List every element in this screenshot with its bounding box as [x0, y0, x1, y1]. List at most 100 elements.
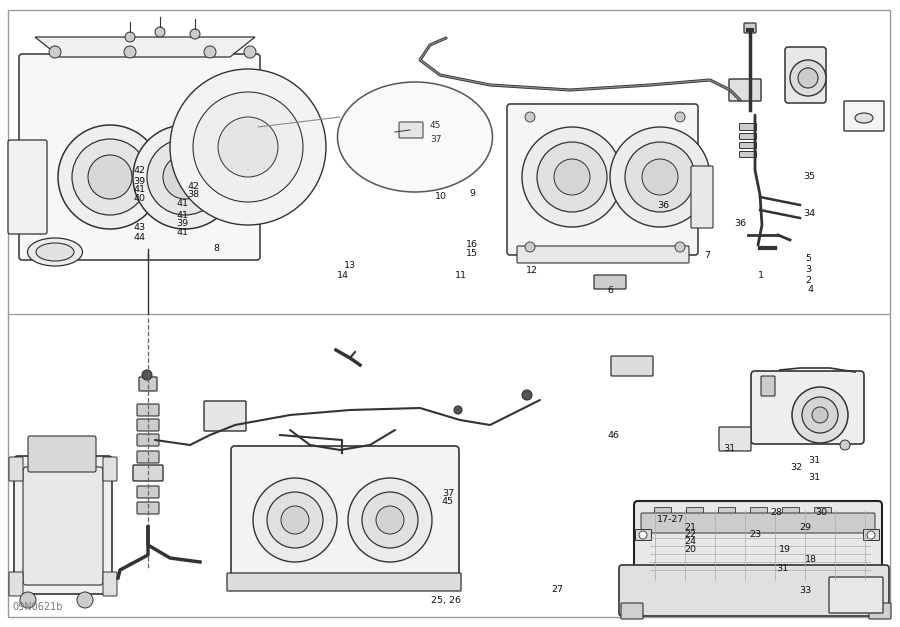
- Circle shape: [163, 155, 207, 199]
- FancyBboxPatch shape: [8, 140, 47, 234]
- FancyBboxPatch shape: [740, 142, 757, 149]
- FancyBboxPatch shape: [517, 246, 689, 263]
- FancyBboxPatch shape: [635, 529, 652, 540]
- Text: 39: 39: [176, 219, 188, 228]
- FancyBboxPatch shape: [869, 603, 891, 619]
- Text: 31: 31: [808, 473, 820, 482]
- Text: 41: 41: [176, 228, 188, 237]
- Text: 41: 41: [176, 199, 188, 208]
- Text: 19: 19: [779, 545, 791, 554]
- Text: 32: 32: [790, 463, 802, 472]
- FancyBboxPatch shape: [611, 356, 653, 376]
- Text: 15: 15: [466, 249, 478, 258]
- Text: 42: 42: [133, 166, 145, 175]
- Circle shape: [554, 159, 590, 195]
- Text: 41: 41: [133, 186, 145, 194]
- FancyBboxPatch shape: [641, 513, 875, 533]
- Text: 17-27: 17-27: [657, 515, 684, 524]
- Circle shape: [840, 440, 850, 450]
- Text: 16: 16: [466, 240, 478, 249]
- Text: 6: 6: [608, 286, 614, 295]
- FancyBboxPatch shape: [204, 401, 246, 431]
- Circle shape: [49, 46, 61, 58]
- FancyBboxPatch shape: [729, 79, 761, 101]
- Circle shape: [133, 125, 237, 229]
- Circle shape: [376, 506, 404, 534]
- FancyBboxPatch shape: [740, 152, 757, 157]
- Circle shape: [244, 46, 256, 58]
- Circle shape: [790, 60, 826, 96]
- FancyBboxPatch shape: [719, 427, 751, 451]
- FancyBboxPatch shape: [19, 54, 260, 260]
- Circle shape: [348, 478, 432, 562]
- FancyBboxPatch shape: [399, 122, 423, 138]
- FancyBboxPatch shape: [761, 376, 775, 396]
- Circle shape: [124, 46, 136, 58]
- Circle shape: [537, 142, 607, 212]
- FancyBboxPatch shape: [751, 371, 864, 444]
- Text: 34: 34: [804, 209, 815, 218]
- FancyBboxPatch shape: [9, 572, 23, 596]
- Text: 45: 45: [442, 497, 454, 506]
- Text: 1: 1: [758, 271, 764, 280]
- Circle shape: [253, 478, 337, 562]
- FancyBboxPatch shape: [103, 572, 117, 596]
- Circle shape: [142, 370, 152, 380]
- Text: 7: 7: [704, 251, 710, 260]
- Circle shape: [525, 112, 535, 122]
- Text: 11: 11: [454, 271, 466, 280]
- FancyBboxPatch shape: [231, 446, 459, 584]
- Circle shape: [155, 27, 165, 37]
- Text: 10: 10: [435, 192, 446, 201]
- Circle shape: [610, 127, 710, 227]
- Circle shape: [812, 407, 828, 423]
- Circle shape: [190, 29, 200, 39]
- Text: 29: 29: [799, 523, 811, 532]
- Text: 31: 31: [808, 456, 820, 465]
- FancyBboxPatch shape: [751, 507, 768, 517]
- Text: 44: 44: [133, 233, 145, 241]
- Text: 45: 45: [430, 120, 441, 130]
- Circle shape: [867, 531, 875, 539]
- Text: 21: 21: [684, 523, 696, 532]
- FancyBboxPatch shape: [782, 507, 799, 517]
- Text: 8: 8: [213, 244, 220, 253]
- FancyBboxPatch shape: [718, 507, 735, 517]
- Polygon shape: [35, 37, 255, 57]
- Text: 2: 2: [806, 276, 812, 285]
- Text: 28: 28: [770, 508, 782, 517]
- Text: 12: 12: [526, 266, 537, 275]
- FancyBboxPatch shape: [829, 577, 883, 613]
- Circle shape: [798, 68, 818, 88]
- Circle shape: [522, 127, 622, 227]
- Text: 36: 36: [734, 219, 746, 228]
- Circle shape: [58, 125, 162, 229]
- Text: 27: 27: [551, 585, 562, 594]
- Text: 41: 41: [176, 211, 188, 219]
- Circle shape: [642, 159, 678, 195]
- FancyBboxPatch shape: [863, 529, 879, 540]
- Text: 46: 46: [608, 431, 619, 440]
- Text: 30: 30: [815, 508, 827, 517]
- FancyBboxPatch shape: [744, 23, 756, 33]
- Circle shape: [639, 531, 647, 539]
- FancyBboxPatch shape: [740, 124, 757, 130]
- FancyBboxPatch shape: [133, 465, 163, 481]
- Text: 35: 35: [804, 172, 815, 181]
- Circle shape: [522, 390, 532, 400]
- FancyBboxPatch shape: [137, 451, 159, 463]
- Text: 20: 20: [684, 545, 696, 554]
- FancyBboxPatch shape: [137, 486, 159, 498]
- Text: 40: 40: [133, 194, 145, 203]
- FancyBboxPatch shape: [844, 101, 884, 131]
- Text: 24: 24: [684, 537, 696, 546]
- Text: 25, 26: 25, 26: [431, 596, 462, 605]
- Text: 09N0621b: 09N0621b: [12, 602, 62, 612]
- Ellipse shape: [36, 243, 74, 261]
- Circle shape: [193, 92, 303, 202]
- Circle shape: [675, 242, 685, 252]
- Circle shape: [88, 155, 132, 199]
- FancyBboxPatch shape: [634, 501, 882, 594]
- FancyBboxPatch shape: [654, 507, 671, 517]
- Text: 14: 14: [337, 271, 348, 280]
